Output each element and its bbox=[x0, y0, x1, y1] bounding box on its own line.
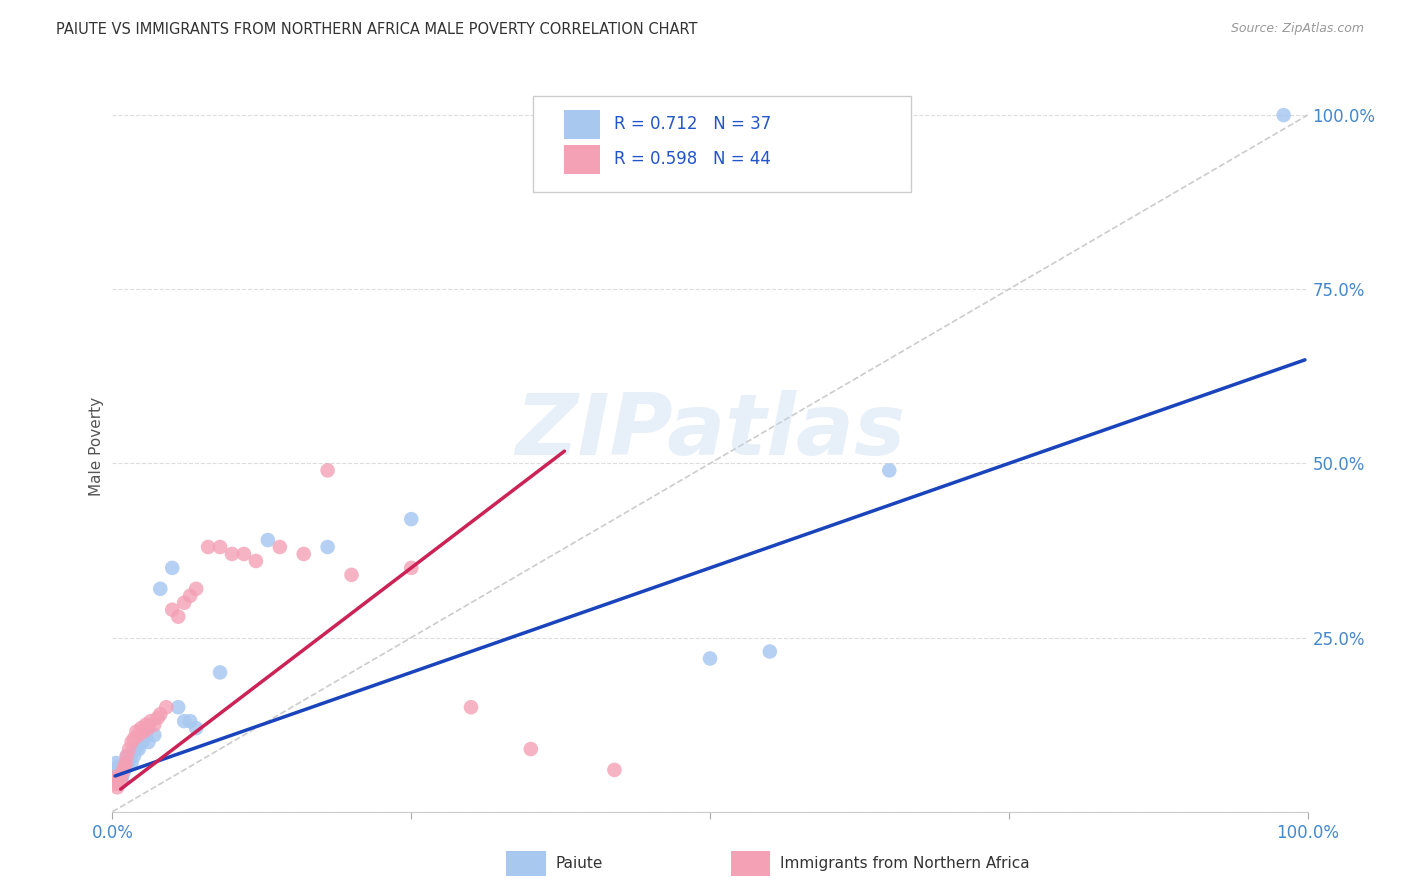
Point bbox=[114, 763, 135, 777]
Point bbox=[104, 763, 127, 777]
Point bbox=[122, 731, 145, 746]
Point bbox=[759, 644, 782, 658]
Point bbox=[105, 756, 128, 770]
Text: Source: ZipAtlas.com: Source: ZipAtlas.com bbox=[1230, 22, 1364, 36]
Point bbox=[111, 766, 134, 780]
Point bbox=[112, 763, 135, 777]
Text: R = 0.598   N = 44: R = 0.598 N = 44 bbox=[614, 150, 772, 169]
Point bbox=[108, 770, 131, 784]
Point bbox=[197, 540, 219, 554]
Point bbox=[135, 728, 157, 742]
Y-axis label: Male Poverty: Male Poverty bbox=[89, 396, 104, 496]
Point bbox=[232, 547, 256, 561]
Point bbox=[128, 728, 150, 742]
Point bbox=[105, 780, 128, 795]
Point bbox=[146, 711, 169, 725]
Point bbox=[114, 759, 135, 773]
Point bbox=[173, 714, 195, 728]
Point bbox=[162, 603, 183, 617]
Text: R = 0.712   N = 37: R = 0.712 N = 37 bbox=[614, 115, 772, 133]
FancyBboxPatch shape bbox=[564, 145, 600, 174]
Point bbox=[114, 759, 136, 773]
Point bbox=[135, 717, 157, 731]
Point bbox=[316, 540, 339, 554]
Point bbox=[877, 463, 900, 477]
Point bbox=[111, 773, 134, 788]
Point bbox=[138, 735, 160, 749]
Point bbox=[221, 547, 243, 561]
Point bbox=[340, 567, 363, 582]
Point bbox=[129, 721, 152, 735]
Point bbox=[120, 749, 142, 764]
Point bbox=[149, 582, 172, 596]
Point bbox=[125, 742, 148, 756]
Point bbox=[112, 766, 135, 780]
Point bbox=[149, 707, 172, 722]
Point bbox=[699, 651, 721, 665]
Point bbox=[139, 714, 162, 728]
Point bbox=[257, 533, 280, 547]
Point bbox=[167, 609, 190, 624]
Point bbox=[186, 721, 208, 735]
Point bbox=[401, 512, 423, 526]
Point bbox=[292, 547, 315, 561]
Text: Immigrants from Northern Africa: Immigrants from Northern Africa bbox=[780, 856, 1031, 871]
Point bbox=[138, 721, 160, 735]
Point bbox=[131, 735, 153, 749]
Point bbox=[118, 752, 141, 766]
Point bbox=[143, 717, 166, 731]
Point bbox=[110, 770, 132, 784]
Point bbox=[128, 742, 150, 756]
Point bbox=[105, 766, 128, 780]
Point bbox=[103, 773, 125, 788]
Point bbox=[118, 742, 141, 756]
FancyBboxPatch shape bbox=[533, 96, 911, 192]
Point bbox=[186, 582, 208, 596]
Point bbox=[208, 540, 231, 554]
Point bbox=[117, 756, 139, 770]
Point bbox=[110, 773, 132, 788]
Point bbox=[520, 742, 543, 756]
Point bbox=[132, 724, 155, 739]
Point bbox=[121, 756, 143, 770]
Point bbox=[122, 749, 145, 764]
Point bbox=[107, 759, 129, 773]
Point bbox=[114, 756, 136, 770]
Point bbox=[115, 749, 138, 764]
Point bbox=[245, 554, 267, 568]
Text: PAIUTE VS IMMIGRANTS FROM NORTHERN AFRICA MALE POVERTY CORRELATION CHART: PAIUTE VS IMMIGRANTS FROM NORTHERN AFRIC… bbox=[56, 22, 697, 37]
Point bbox=[460, 700, 482, 714]
Point bbox=[401, 561, 423, 575]
Point bbox=[107, 777, 129, 791]
Text: ZIPatlas: ZIPatlas bbox=[515, 390, 905, 473]
Point bbox=[173, 596, 195, 610]
Point bbox=[167, 700, 190, 714]
Point bbox=[155, 700, 177, 714]
Point bbox=[121, 735, 143, 749]
Point bbox=[179, 714, 201, 728]
Text: Paiute: Paiute bbox=[555, 856, 603, 871]
Point bbox=[316, 463, 339, 477]
Point bbox=[143, 728, 166, 742]
Point bbox=[104, 777, 127, 791]
Point bbox=[603, 763, 626, 777]
FancyBboxPatch shape bbox=[564, 110, 600, 139]
Point bbox=[125, 724, 148, 739]
Point bbox=[269, 540, 291, 554]
Point bbox=[208, 665, 231, 680]
Point bbox=[1272, 108, 1295, 122]
Point bbox=[105, 770, 128, 784]
Point bbox=[108, 763, 131, 777]
Point bbox=[103, 770, 125, 784]
Point bbox=[162, 561, 183, 575]
Point bbox=[115, 749, 138, 764]
Point bbox=[179, 589, 201, 603]
